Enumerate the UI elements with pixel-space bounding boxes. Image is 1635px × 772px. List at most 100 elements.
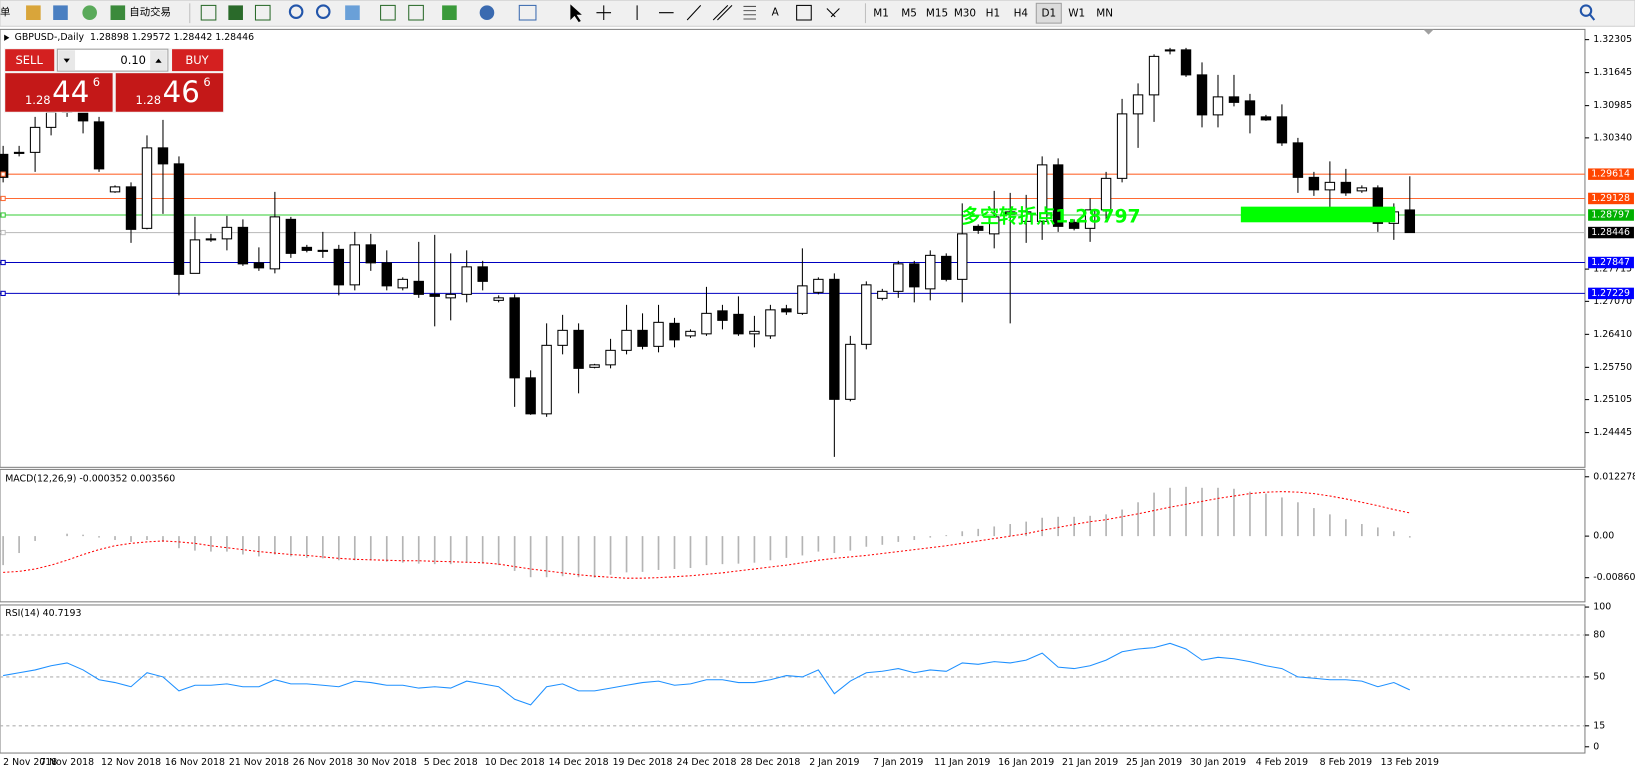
buy-label[interactable]: BUY <box>185 53 209 67</box>
icon[interactable] <box>518 4 537 21</box>
candle-up <box>845 343 856 400</box>
icon[interactable] <box>200 4 217 21</box>
icon[interactable] <box>254 4 271 21</box>
candle-up <box>269 216 281 270</box>
x-tick-label: 30 Nov 2018 <box>357 757 417 768</box>
candle-down <box>1180 49 1192 76</box>
x-tick-label: 25 Jan 2019 <box>1126 757 1182 768</box>
x-tick-label: 2 Nov 2018 <box>3 757 57 768</box>
auto-trade-icon[interactable] <box>110 5 126 21</box>
x-tick-label: 24 Dec 2018 <box>677 757 737 768</box>
timeframe[interactable]: D1 <box>1041 8 1056 20</box>
x-tick-label: 16 Jan 2019 <box>998 757 1054 768</box>
y-tick-label: 1.30985 <box>1593 100 1632 111</box>
buy-button[interactable] <box>172 49 224 72</box>
timeframe[interactable]: M5 <box>901 8 917 20</box>
sell-label[interactable]: SELL <box>16 53 44 67</box>
y-tick-label: 0.00 <box>1593 531 1614 542</box>
candle-up <box>653 321 664 347</box>
line-tools[interactable] <box>636 5 702 21</box>
candle-down <box>1068 221 1080 229</box>
crosshair-tool[interactable] <box>596 5 612 21</box>
search[interactable] <box>1579 4 1593 17</box>
icon[interactable] <box>26 5 41 21</box>
candle-up <box>109 186 121 193</box>
timeframe[interactable]: H1 <box>986 8 1000 20</box>
candle-up <box>957 233 968 280</box>
candle-down <box>669 322 680 341</box>
timeframe[interactable]: M1 <box>873 8 889 20</box>
timeframe[interactable]: W1 <box>1068 8 1085 20</box>
y-tick-label: -0.008605 <box>1593 572 1635 583</box>
rsi-panel <box>0 604 1586 754</box>
timeframe[interactable]: M30 <box>954 8 976 20</box>
candle-down <box>1260 116 1272 121</box>
candle-up <box>1148 55 1160 96</box>
icon[interactable] <box>408 4 424 21</box>
arrows-tool[interactable] <box>826 8 840 18</box>
timeframe[interactable]: H4 <box>1014 8 1029 20</box>
label-tool[interactable] <box>796 4 812 21</box>
candle-down <box>637 329 648 347</box>
search[interactable] <box>1589 14 1596 21</box>
zoom-in[interactable] <box>288 4 304 19</box>
fibo-tool[interactable] <box>743 5 756 20</box>
candle-up <box>861 284 872 345</box>
channel-tool[interactable] <box>712 5 733 21</box>
candle-up <box>141 147 153 229</box>
lot-input[interactable] <box>56 48 169 72</box>
text-tool[interactable]: A <box>772 7 780 19</box>
bid-box[interactable] <box>5 73 113 112</box>
candle-up <box>749 330 760 335</box>
y-tick-label: 1.26410 <box>1593 329 1632 340</box>
candle-up <box>765 309 776 337</box>
candle-up <box>1020 211 1032 222</box>
icon[interactable] <box>380 4 396 21</box>
toolbar-bg <box>0 0 1635 27</box>
candle-up <box>797 285 808 314</box>
auto-trading[interactable]: 自动交易 <box>129 6 171 19</box>
icon[interactable] <box>82 5 97 21</box>
timeframe[interactable]: M15 <box>926 8 948 20</box>
icon[interactable] <box>228 5 243 21</box>
icon[interactable] <box>345 5 360 21</box>
x-tick-label: 21 Nov 2018 <box>229 757 289 768</box>
candle-up <box>445 293 456 299</box>
icon[interactable] <box>53 5 68 21</box>
icon[interactable] <box>442 5 457 21</box>
cursor-tool[interactable] <box>570 4 582 23</box>
candle-up <box>557 329 568 346</box>
candle-up <box>1356 187 1368 192</box>
candle-down <box>285 218 297 254</box>
macd-panel <box>0 468 1586 603</box>
candle-down <box>941 255 952 280</box>
lot-value[interactable]: 0.10 <box>120 53 146 67</box>
candle-down <box>0 153 9 178</box>
x-tick-label: 8 Feb 2019 <box>1320 757 1372 768</box>
timeframe[interactable]: MN <box>1096 8 1113 20</box>
bid-big-figure: 1.28 <box>25 93 51 107</box>
candle-up <box>221 226 233 240</box>
candle-down <box>173 163 185 275</box>
price-box <box>1588 287 1634 300</box>
plot-area: 多空转折点1.28797 <box>0 47 1585 727</box>
candle-down <box>301 246 313 251</box>
candle-down <box>205 238 217 241</box>
zoom-out[interactable] <box>315 4 331 19</box>
macd-signal <box>3 491 1410 579</box>
menu-label[interactable]: 单 <box>0 7 10 19</box>
timeframe-active[interactable] <box>1035 2 1062 24</box>
candle-down <box>1228 96 1240 103</box>
x-tick-label: 7 Nov 2018 <box>40 757 94 768</box>
sell-button[interactable] <box>5 49 55 72</box>
price-box <box>1588 226 1634 239</box>
icon[interactable] <box>479 5 495 21</box>
x-tick-label: 5 Dec 2018 <box>424 757 478 768</box>
price-line-handle <box>0 212 6 218</box>
candle-up <box>589 364 600 368</box>
price-box-label: 1.29128 <box>1591 193 1630 204</box>
ask-box[interactable] <box>115 73 224 112</box>
candle-up <box>701 312 712 335</box>
candle-down <box>909 263 920 288</box>
price-box <box>1588 209 1634 221</box>
